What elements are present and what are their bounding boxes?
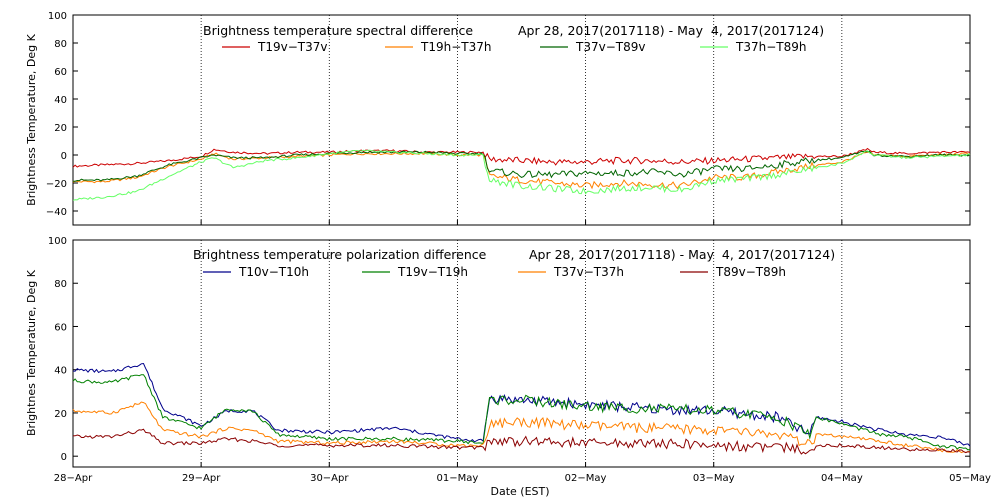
series-line bbox=[72, 149, 971, 201]
legend-label: T37h−T89h bbox=[735, 40, 806, 54]
series-line bbox=[72, 401, 971, 454]
y-tick-label: 0 bbox=[61, 452, 67, 463]
plot-frame bbox=[72, 239, 971, 468]
y-axis-label: Brightnes Temperature, Deg K bbox=[25, 269, 38, 436]
legend-label: T19v−T37v bbox=[257, 40, 327, 54]
y-tick-label: 100 bbox=[48, 11, 67, 22]
y-tick-label: 100 bbox=[48, 236, 67, 247]
legend-label: T10v−T10h bbox=[238, 265, 309, 279]
series-lines bbox=[72, 147, 971, 201]
legend-label: T37v−T89v bbox=[575, 40, 645, 54]
series-line bbox=[72, 374, 971, 451]
x-tick-label: 28−Apr bbox=[54, 473, 93, 484]
legend: T19v−T37v T19h−T37h T37v−T89v T37h−T89h bbox=[222, 40, 806, 54]
x-tick-label: 05−May bbox=[949, 473, 991, 484]
y-tick-label: 40 bbox=[54, 95, 67, 106]
y-tick-label: −40 bbox=[46, 207, 67, 218]
y-tick-label: 20 bbox=[54, 409, 67, 420]
y-axis-label: Brightness Temperature, Deg K bbox=[25, 33, 38, 205]
legend-label: T89v−T89h bbox=[715, 265, 786, 279]
y-tick-label: 80 bbox=[54, 279, 67, 290]
x-tick-label: 30−Apr bbox=[310, 473, 349, 484]
x-tick-label: 01−May bbox=[437, 473, 479, 484]
chart-title: Brightness temperature spectral differen… bbox=[203, 23, 473, 38]
x-tick-label: 02−May bbox=[565, 473, 607, 484]
y-tick-label: 40 bbox=[54, 366, 67, 377]
x-axis-ticks: 28−Apr 29−Apr 30−Apr 01−May 02−May 03−May 04−M… bbox=[54, 462, 991, 484]
y-axis-ticks: −40 −20 0 20 40 60 80 100 bbox=[46, 11, 970, 218]
x-tick-label: 03−May bbox=[693, 473, 735, 484]
plot-frame bbox=[72, 14, 971, 226]
y-tick-label: −20 bbox=[46, 179, 67, 190]
series-line bbox=[72, 151, 971, 190]
chart-date-range: Apr 28, 2017(2017118) - May 4, 2017(2017… bbox=[529, 247, 835, 262]
y-tick-label: 80 bbox=[54, 39, 67, 50]
chart-date-range: Apr 28, 2017(2017118) - May 4, 2017(2017… bbox=[518, 23, 824, 38]
y-tick-label: 60 bbox=[54, 322, 67, 333]
series-lines bbox=[72, 362, 971, 455]
series-line bbox=[72, 150, 971, 182]
x-tick-label: 04−May bbox=[821, 473, 863, 484]
legend: T10v−T10h T19v−T19h T37v−T37h T89v−T89h bbox=[203, 265, 786, 279]
y-tick-label: 20 bbox=[54, 123, 67, 134]
legend-label: T19h−T37h bbox=[420, 40, 491, 54]
legend-label: T37v−T37h bbox=[553, 265, 624, 279]
spectral-difference-chart: −40 −20 0 20 40 60 80 100 Brightness temperatur… bbox=[25, 11, 971, 226]
polarization-difference-chart: 0 20 40 60 80 100 28−Apr 29−Apr 30−Apr 01−May 02−… bbox=[25, 236, 991, 498]
series-line bbox=[72, 428, 971, 455]
series-line bbox=[72, 362, 971, 447]
y-tick-label: 60 bbox=[54, 67, 67, 78]
y-axis-ticks: 0 20 40 60 80 100 bbox=[48, 236, 970, 463]
x-tick-label: 29−Apr bbox=[182, 473, 221, 484]
day-gridlines bbox=[200, 15, 843, 225]
chart-title: Brightness temperature polarization diff… bbox=[193, 247, 487, 262]
y-tick-label: 0 bbox=[61, 151, 67, 162]
legend-label: T19v−T19h bbox=[397, 265, 468, 279]
x-axis-label: Date (EST) bbox=[490, 485, 549, 498]
x-axis-ticks bbox=[72, 220, 971, 225]
series-line bbox=[72, 147, 971, 168]
